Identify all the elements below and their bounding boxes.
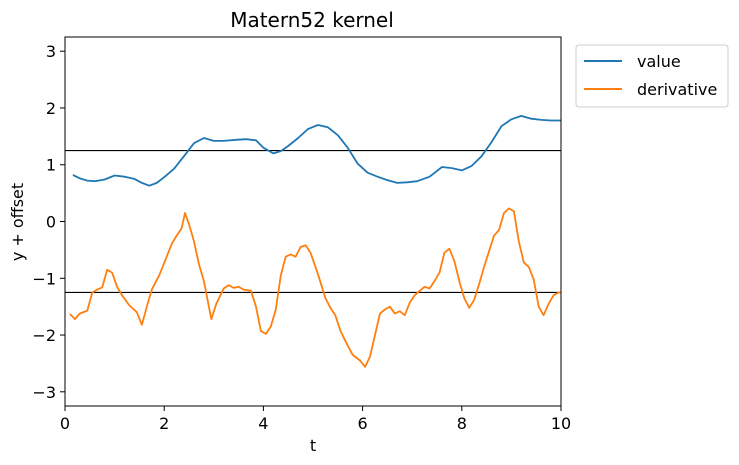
y-tick-label: −2	[32, 326, 56, 345]
x-tick-label: 4	[258, 414, 268, 433]
x-tick-label: 6	[358, 414, 368, 433]
x-axis-label: t	[310, 436, 316, 455]
y-tick-label: 1	[46, 156, 56, 175]
legend-label-derivative: derivative	[637, 80, 717, 99]
y-axis-label: y + offset	[8, 183, 27, 261]
x-tick-label: 8	[457, 414, 467, 433]
plot-area	[65, 115, 561, 368]
chart-title: Matern52 kernel	[230, 8, 394, 32]
x-tick-label: 2	[159, 414, 169, 433]
legend-label-value: value	[637, 52, 681, 71]
x-tick-label: 0	[60, 414, 70, 433]
plot-frame	[64, 36, 562, 407]
y-tick-label: 3	[46, 42, 56, 61]
series-line-value	[72, 115, 561, 187]
x-axis: 0 2 4 6 8 10	[60, 406, 571, 433]
series-line-derivative	[69, 207, 561, 368]
y-axis: −3 −2 −1 0 1 2 3	[32, 42, 65, 402]
y-tick-label: −3	[32, 383, 56, 402]
legend: value derivative	[575, 44, 729, 108]
x-tick-label: 10	[551, 414, 571, 433]
y-tick-label: 2	[46, 99, 56, 118]
y-tick-label: −1	[32, 269, 56, 288]
y-tick-label: 0	[46, 213, 56, 232]
